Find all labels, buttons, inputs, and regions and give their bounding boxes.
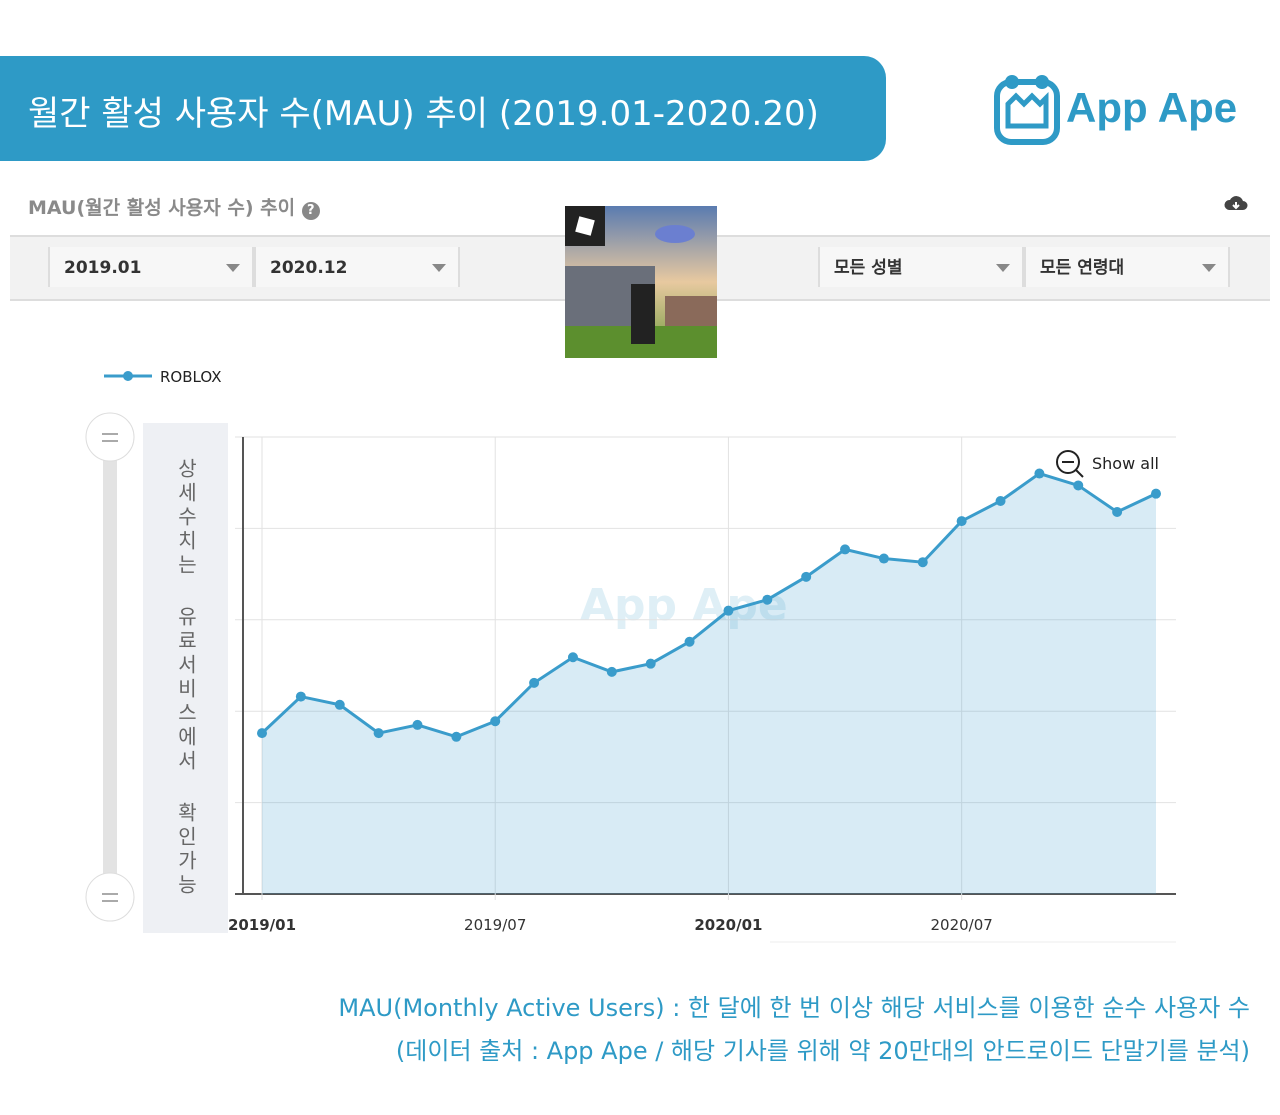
header-bar: 월간 활성 사용자 수(MAU) 추이 (2019.01-2020.20)	[0, 56, 886, 161]
point	[529, 677, 540, 688]
zoom-button[interactable]: Show all	[1056, 450, 1159, 478]
download-icon[interactable]	[1224, 194, 1248, 214]
footnote: (데이터 출처 : App Ape / 해당 기사를 위해 약 20만대의 안드…	[395, 1037, 1250, 1065]
point	[1151, 488, 1161, 499]
line	[260, 471, 1157, 739]
point	[295, 691, 306, 702]
x-tick-label: 2020/01	[694, 916, 762, 934]
point	[1112, 506, 1123, 517]
zoom-icon	[1062, 461, 1084, 478]
x-tick-label: 2019/01	[228, 916, 296, 934]
dropdown[interactable]: 모든 연령대	[1024, 247, 1230, 287]
x-tick-label: 2019/07	[464, 916, 526, 934]
point	[412, 719, 423, 730]
point	[840, 544, 851, 555]
side-note: 상세수치는 유료서비스에서 확인가능	[143, 423, 228, 933]
point	[917, 557, 928, 568]
point	[334, 699, 345, 710]
point	[762, 594, 773, 605]
watermark: App Ape	[580, 580, 788, 631]
point	[723, 605, 734, 616]
point	[1034, 468, 1045, 479]
point	[567, 652, 578, 663]
point	[645, 658, 656, 669]
zoom-label: Show all	[1092, 454, 1159, 473]
point	[684, 636, 695, 647]
dropdown[interactable]: 2020.12	[254, 247, 460, 287]
header-title: 월간 활성 사용자 수(MAU) 추이 (2019.01-2020.20)	[28, 94, 819, 134]
point	[956, 516, 967, 527]
slider-handle[interactable]	[85, 412, 135, 462]
logo-icon	[994, 75, 1060, 145]
point	[606, 666, 617, 677]
point	[373, 728, 384, 739]
footnote: MAU(Monthly Active Users) : 한 달에 한 번 이상 …	[338, 994, 1250, 1022]
logo-text: App Ape	[1066, 84, 1238, 131]
point	[451, 731, 462, 742]
point	[878, 553, 889, 564]
chart: App Ape 2019/01 2019/07 2020/01 2020/07 ROBLO…	[85, 368, 1176, 943]
app-image	[565, 206, 717, 358]
point	[257, 728, 267, 739]
legend-marker	[123, 371, 133, 381]
point	[995, 495, 1006, 506]
panel-title-text: MAU(월간 활성 사용자 수) 추이	[28, 197, 296, 219]
dropdown[interactable]: 모든 성별	[818, 247, 1024, 287]
help-icon[interactable]: ?	[301, 202, 320, 220]
point	[1073, 480, 1084, 491]
point	[490, 716, 501, 727]
x-tick-label: 2020/07	[930, 916, 992, 934]
point	[801, 571, 812, 582]
zoom-icon	[1056, 450, 1080, 474]
area	[262, 473, 1156, 894]
dropdown[interactable]: 2019.01	[48, 247, 254, 287]
slider-handle[interactable]	[85, 872, 135, 922]
legend-label: ROBLOX	[160, 368, 221, 386]
panel-title: MAU(월간 활성 사용자 수) 추이 ?	[28, 193, 320, 220]
